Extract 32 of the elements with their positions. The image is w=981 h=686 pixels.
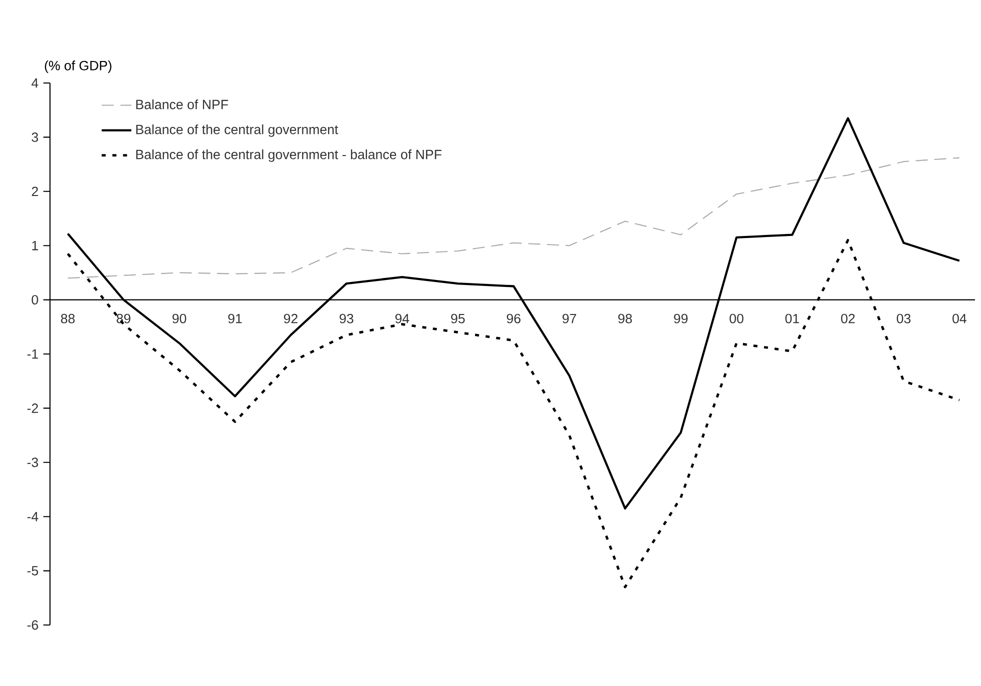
y-tick-label: 2: [32, 186, 38, 196]
y-tick-label: -5: [27, 566, 38, 576]
x-tick-label: 92: [284, 314, 298, 324]
x-tick-label: 99: [674, 314, 688, 324]
x-tick-label: 02: [841, 314, 855, 324]
x-tick-label: 90: [172, 314, 186, 324]
y-tick-label: 4: [32, 78, 38, 88]
x-tick-label: 93: [340, 314, 354, 324]
x-tick-label: 04: [952, 314, 966, 324]
legend-label: Balance of the central government: [136, 124, 338, 137]
x-tick-label: 91: [228, 314, 242, 324]
x-tick-label: 98: [618, 314, 632, 324]
y-axis-title: (% of GDP): [44, 60, 112, 73]
y-tick-label: -3: [27, 458, 38, 468]
y-tick-label: -2: [27, 404, 38, 413]
legend-label: Balance of NPF: [136, 99, 228, 110]
x-tick-label: 88: [61, 314, 75, 324]
y-tick-label: 1: [32, 241, 38, 250]
y-tick-label: 0: [32, 295, 38, 305]
x-tick-label: 96: [506, 314, 520, 324]
x-tick-label: 00: [730, 314, 744, 324]
y-tick-label: 3: [32, 132, 38, 142]
legend-label: Balance of the central government - balance of NPF: [136, 149, 442, 162]
x-tick-label: 95: [451, 314, 465, 324]
x-tick-label: 89: [116, 314, 130, 324]
x-tick-label: 97: [562, 314, 576, 324]
y-tick-label: -1: [27, 349, 38, 359]
y-tick-label: -6: [27, 620, 38, 630]
x-tick-label: 03: [896, 314, 911, 324]
y-tick-label: -4: [27, 512, 38, 522]
x-tick-label: 94: [395, 314, 410, 324]
x-tick-label: 01: [785, 314, 800, 324]
